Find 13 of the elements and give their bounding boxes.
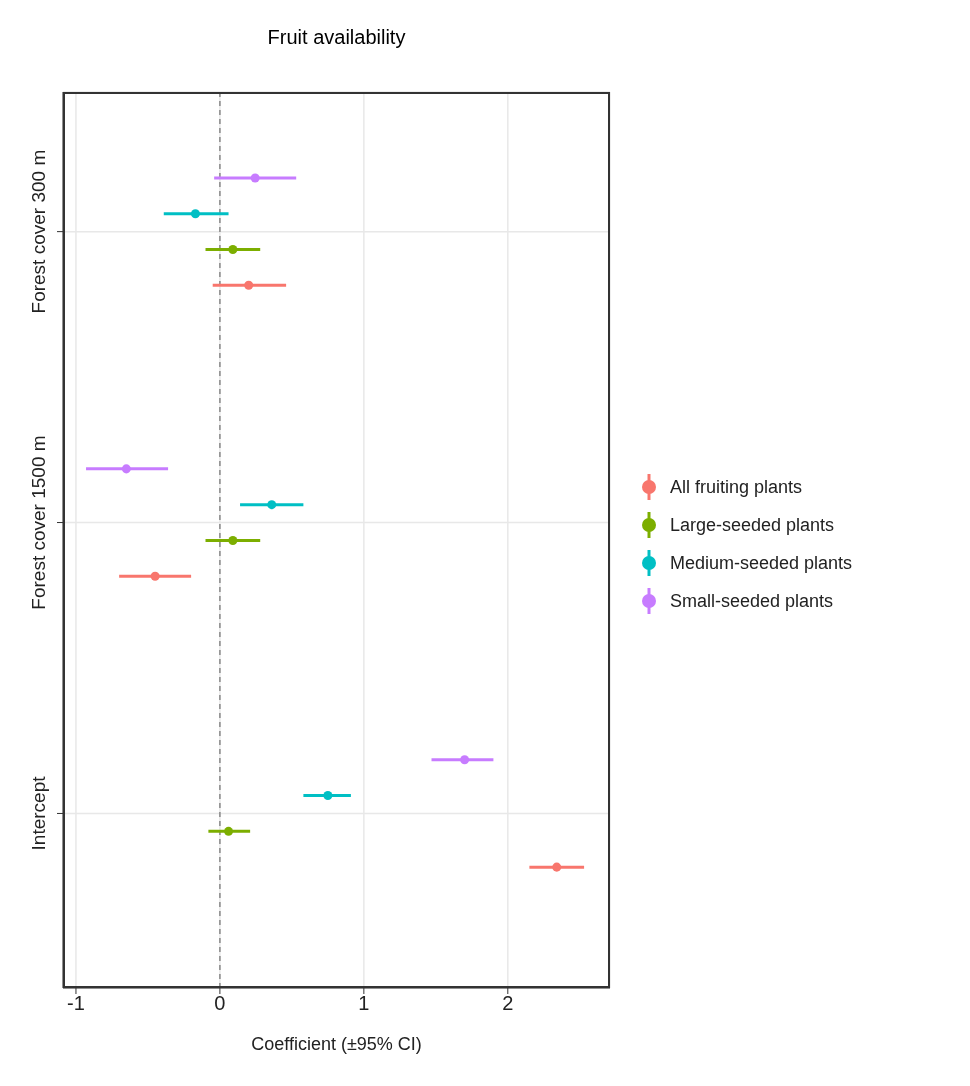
x-axis-title: Coefficient (±95% CI) bbox=[251, 1034, 422, 1054]
chart-title: Fruit availability bbox=[266, 26, 407, 49]
x-tick-label: 1 bbox=[358, 992, 370, 1015]
x-tick-label: -1 bbox=[67, 992, 85, 1015]
y-tick-label: Forest cover 1500 m bbox=[28, 435, 49, 610]
legend-label: All fruiting plants bbox=[670, 476, 803, 498]
legend-label: Small-seeded plants bbox=[670, 590, 834, 612]
y-tick-label: Intercept bbox=[28, 775, 49, 851]
x-tick-label: 2 bbox=[502, 992, 514, 1015]
x-tick-label: 0 bbox=[214, 992, 226, 1015]
legend-label: Medium-seeded plants bbox=[670, 552, 853, 574]
y-tick-label: Forest cover 300 m bbox=[28, 149, 49, 314]
legend-label: Large-seeded plants bbox=[670, 514, 835, 536]
